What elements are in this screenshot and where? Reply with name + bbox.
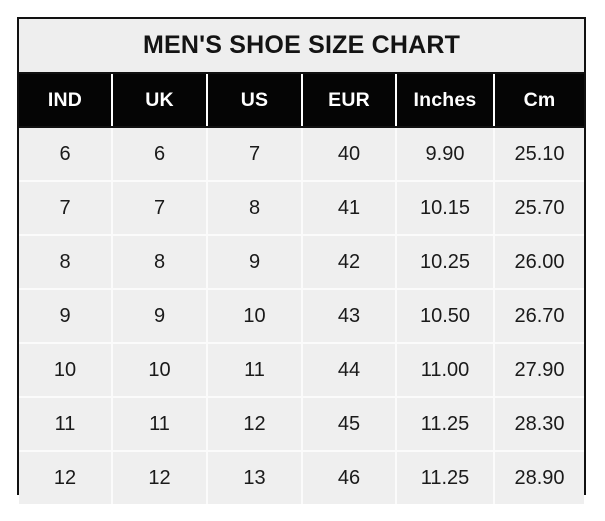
cell-inches: 10.50 (396, 289, 495, 344)
cell-inches: 9.90 (396, 127, 495, 182)
cell-us: 11 (207, 343, 303, 398)
cell-cm: 26.00 (494, 235, 585, 290)
table-row: 10 10 11 44 11.00 27.90 (19, 343, 585, 398)
cell-ind: 6 (19, 127, 113, 182)
cell-eur: 44 (302, 343, 397, 398)
cell-cm: 28.30 (494, 397, 585, 452)
cell-uk: 12 (112, 451, 208, 504)
cell-uk: 8 (112, 235, 208, 290)
cell-uk: 11 (112, 397, 208, 452)
cell-eur: 43 (302, 289, 397, 344)
cell-inches: 11.25 (396, 397, 495, 452)
cell-inches: 10.25 (396, 235, 495, 290)
chart-title-cell: MEN'S SHOE SIZE CHART (19, 19, 585, 74)
column-header-us: US (207, 73, 303, 128)
cell-us: 10 (207, 289, 303, 344)
cell-us: 9 (207, 235, 303, 290)
cell-ind: 8 (19, 235, 113, 290)
column-header-eur: EUR (302, 73, 397, 128)
cell-uk: 10 (112, 343, 208, 398)
cell-cm: 26.70 (494, 289, 585, 344)
cell-ind: 7 (19, 181, 113, 236)
cell-ind: 10 (19, 343, 113, 398)
cell-cm: 25.70 (494, 181, 585, 236)
cell-us: 7 (207, 127, 303, 182)
chart-title-row: MEN'S SHOE SIZE CHART (19, 19, 585, 74)
cell-eur: 42 (302, 235, 397, 290)
column-header-uk: UK (112, 73, 208, 128)
cell-uk: 7 (112, 181, 208, 236)
cell-eur: 45 (302, 397, 397, 452)
cell-inches: 11.00 (396, 343, 495, 398)
cell-ind: 12 (19, 451, 113, 504)
cell-us: 13 (207, 451, 303, 504)
table-row: 11 11 12 45 11.25 28.30 (19, 397, 585, 452)
column-header-cm: Cm (494, 73, 585, 128)
cell-eur: 40 (302, 127, 397, 182)
table-row: 6 6 7 40 9.90 25.10 (19, 127, 585, 182)
page-title: MEN'S SHOE SIZE CHART (142, 31, 461, 59)
cell-inches: 10.15 (396, 181, 495, 236)
cell-cm: 28.90 (494, 451, 585, 504)
cell-ind: 9 (19, 289, 113, 344)
table-row: 9 9 10 43 10.50 26.70 (19, 289, 585, 344)
cell-cm: 27.90 (494, 343, 585, 398)
cell-ind: 11 (19, 397, 113, 452)
cell-inches: 11.25 (396, 451, 495, 504)
cell-uk: 9 (112, 289, 208, 344)
shoe-size-table: MEN'S SHOE SIZE CHART IND UK US EUR Inch… (19, 19, 585, 504)
column-header-inches: Inches (396, 73, 495, 128)
table-row: 12 12 13 46 11.25 28.90 (19, 451, 585, 504)
cell-cm: 25.10 (494, 127, 585, 182)
size-chart-container: MEN'S SHOE SIZE CHART IND UK US EUR Inch… (17, 17, 586, 504)
table-row: 7 7 8 41 10.15 25.70 (19, 181, 585, 236)
cell-us: 8 (207, 181, 303, 236)
table-row: 8 8 9 42 10.25 26.00 (19, 235, 585, 290)
cell-eur: 41 (302, 181, 397, 236)
cell-uk: 6 (112, 127, 208, 182)
cell-us: 12 (207, 397, 303, 452)
cell-eur: 46 (302, 451, 397, 504)
column-header-ind: IND (19, 73, 113, 128)
table-header-row: IND UK US EUR Inches Cm (19, 73, 585, 128)
